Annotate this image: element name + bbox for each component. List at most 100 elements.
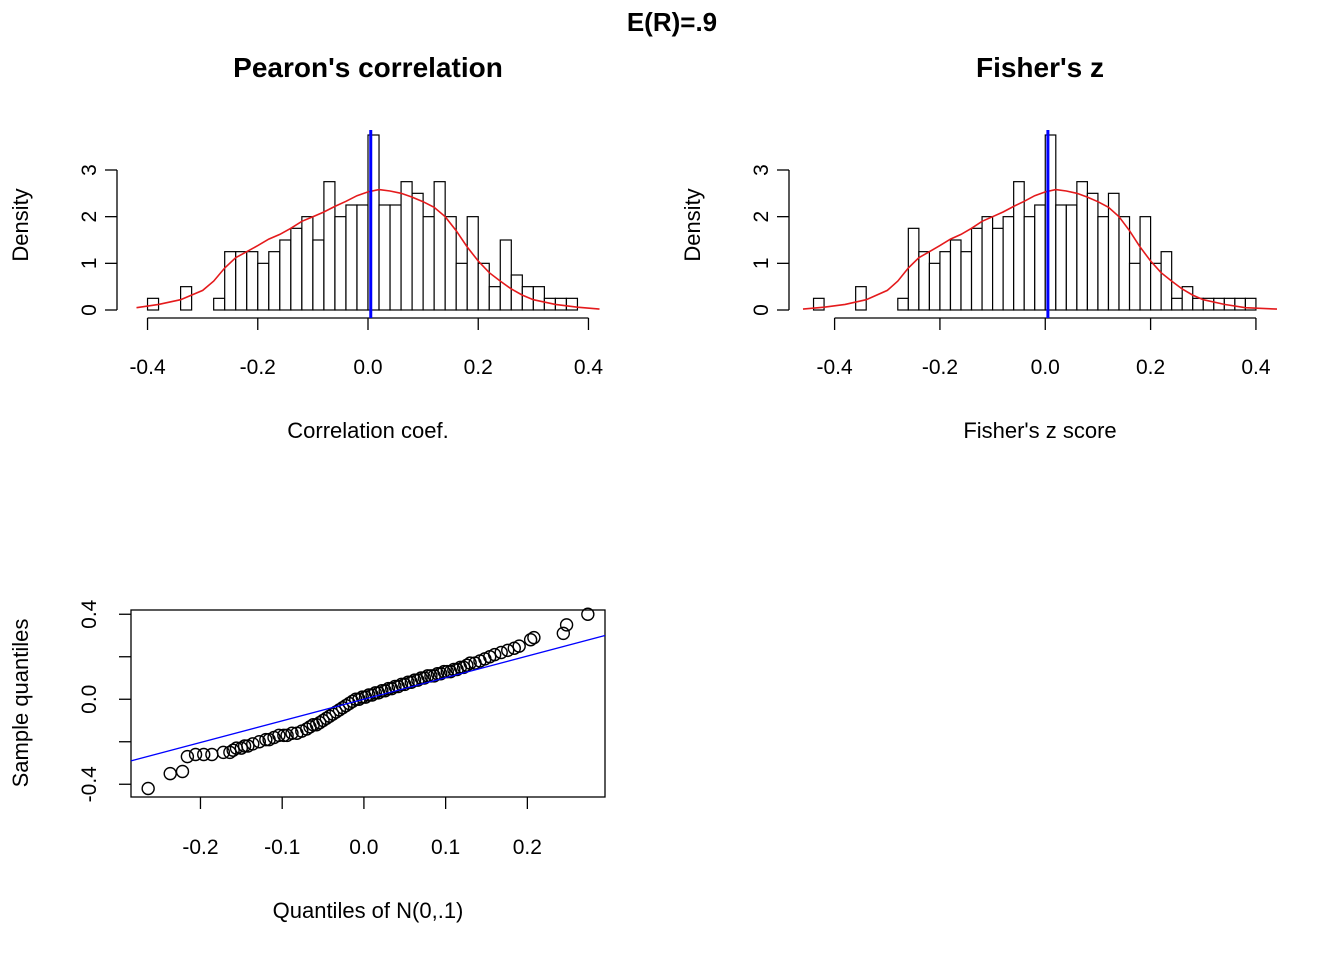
fisher-histogram-bar <box>1013 181 1025 311</box>
pearson-histogram-bar <box>433 181 446 311</box>
pearson-histogram-bar <box>378 204 391 311</box>
fisher-histogram-bar <box>812 297 825 311</box>
qq-point <box>205 747 219 762</box>
fisher-histogram-bars <box>812 134 1257 311</box>
fisher-histogram-bar <box>1171 297 1183 311</box>
qq-point <box>556 626 571 641</box>
fisher-histogram-bar <box>991 227 1004 311</box>
fisher-histogram-bar <box>981 216 994 311</box>
fisher-histogram-bar <box>897 297 909 311</box>
qq-x-tick-label: 0.1 <box>431 836 460 859</box>
pearson-histogram-bar <box>444 216 457 311</box>
fisher-histogram-bar <box>928 262 941 311</box>
qq-point <box>277 728 291 743</box>
fisher-histogram-ylabel: Density <box>680 188 705 261</box>
pearson-histogram-bar <box>455 262 468 311</box>
qq-x-tick-label: -0.1 <box>264 836 300 859</box>
qq-point <box>259 732 273 747</box>
qq-point <box>313 715 327 730</box>
qq-plot-panel: Sample quantiles Quantiles of N(0,.1) -0… <box>8 599 606 923</box>
fisher-histogram-bar <box>1128 262 1141 311</box>
qq-point <box>175 764 190 779</box>
pearson-x-tick-label: 0.4 <box>574 356 604 379</box>
pearson-histogram-ylabel: Density <box>8 188 33 261</box>
qq-plot-axes: -0.2 -0.1 0.0 0.1 0.2 -0.4 0.0 0.4 <box>78 599 542 859</box>
pearson-histogram-bar <box>532 286 545 311</box>
pearson-y-tick-label: 2 <box>78 211 101 223</box>
pearson-histogram-bar <box>290 227 303 311</box>
pearson-x-tick-label: 0.2 <box>464 356 493 379</box>
fisher-x-tick-label: 0.0 <box>1031 356 1060 379</box>
fisher-x-tick-label: 0.2 <box>1136 356 1165 379</box>
qq-point <box>494 645 508 660</box>
pearson-histogram-bar <box>279 239 292 311</box>
fisher-histogram-title: Fisher's z <box>976 52 1104 83</box>
fisher-histogram-bar <box>1192 297 1204 311</box>
fisher-x-tick-label: 0.4 <box>1241 356 1271 379</box>
pearson-x-tick-label: -0.2 <box>240 356 276 379</box>
qq-point <box>163 766 177 781</box>
fisher-histogram-bar <box>1244 297 1257 311</box>
pearson-histogram-bar <box>246 251 259 311</box>
pearson-histogram-bar <box>345 204 358 311</box>
qq-point <box>237 739 252 753</box>
pearson-y-tick-label: 0 <box>78 304 101 316</box>
qq-point <box>388 679 402 694</box>
qq-point <box>234 741 249 755</box>
fisher-histogram-bar <box>1139 216 1152 311</box>
pearson-histogram-bar <box>257 262 270 311</box>
pearson-histogram-bar <box>499 239 512 311</box>
qq-point <box>223 745 237 760</box>
qq-plot-ylabel: Sample quantiles <box>8 619 33 788</box>
pearson-histogram-bar <box>356 204 369 311</box>
qq-point <box>252 735 267 749</box>
fisher-histogram-bar <box>960 251 973 311</box>
fisher-histogram-bar <box>907 227 920 311</box>
qq-point <box>246 737 260 751</box>
fisher-histogram-bar <box>1118 216 1131 311</box>
pearson-histogram-axes: -0.4 -0.2 0.0 0.2 0.4 0 1 2 3 <box>78 164 603 379</box>
qq-point <box>487 647 502 662</box>
qq-point <box>362 688 376 702</box>
qq-point <box>141 781 155 796</box>
qq-point <box>460 658 474 672</box>
pearson-histogram-bar <box>312 239 325 311</box>
qq-x-tick-label: 0.2 <box>513 836 542 859</box>
fisher-histogram-bar <box>1097 216 1110 311</box>
fisher-histogram-axes: -0.4 -0.2 0.0 0.2 0.4 0 1 2 3 <box>750 164 1271 379</box>
qq-point <box>355 690 369 704</box>
qq-point <box>523 633 538 647</box>
qq-point <box>332 703 347 717</box>
fisher-histogram-bar <box>1107 192 1120 311</box>
pearson-x-tick-label: -0.4 <box>129 356 166 379</box>
qq-point <box>463 656 477 670</box>
fisher-histogram-bar <box>939 251 952 311</box>
qq-point <box>226 743 240 757</box>
pearson-histogram-bar <box>334 216 347 311</box>
pearson-histogram-bar <box>565 297 579 311</box>
qq-point <box>180 749 195 764</box>
pearson-y-tick-label: 1 <box>78 257 101 269</box>
qq-point <box>581 607 595 621</box>
qq-plot-xlabel: Quantiles of N(0,.1) <box>273 898 464 923</box>
fisher-histogram-bar <box>1023 216 1036 311</box>
fisher-histogram-bar <box>1002 216 1015 311</box>
pearson-histogram-bar <box>389 204 402 311</box>
qq-x-tick-label: -0.2 <box>182 836 218 859</box>
pearson-histogram-bar <box>411 192 424 311</box>
qq-y-tick-label: 0.0 <box>78 685 101 714</box>
fisher-histogram-bar <box>918 251 930 311</box>
pearson-histogram-bar <box>400 181 413 311</box>
fisher-histogram-bar <box>1076 181 1089 311</box>
figure-title: E(R)=.9 <box>627 7 717 37</box>
fisher-histogram-bar <box>1065 204 1078 311</box>
qq-y-tick-label: 0.4 <box>78 599 101 629</box>
fisher-y-tick-label: 0 <box>750 304 773 316</box>
pearson-histogram-bar <box>466 216 479 311</box>
qq-point <box>381 681 396 696</box>
qq-plot-frame <box>130 609 606 798</box>
pearson-histogram-title: Pearon's correlation <box>233 52 503 83</box>
fisher-y-tick-label: 2 <box>750 211 773 223</box>
pearson-histogram-panel: Pearon's correlation Density Correlation… <box>8 52 603 443</box>
